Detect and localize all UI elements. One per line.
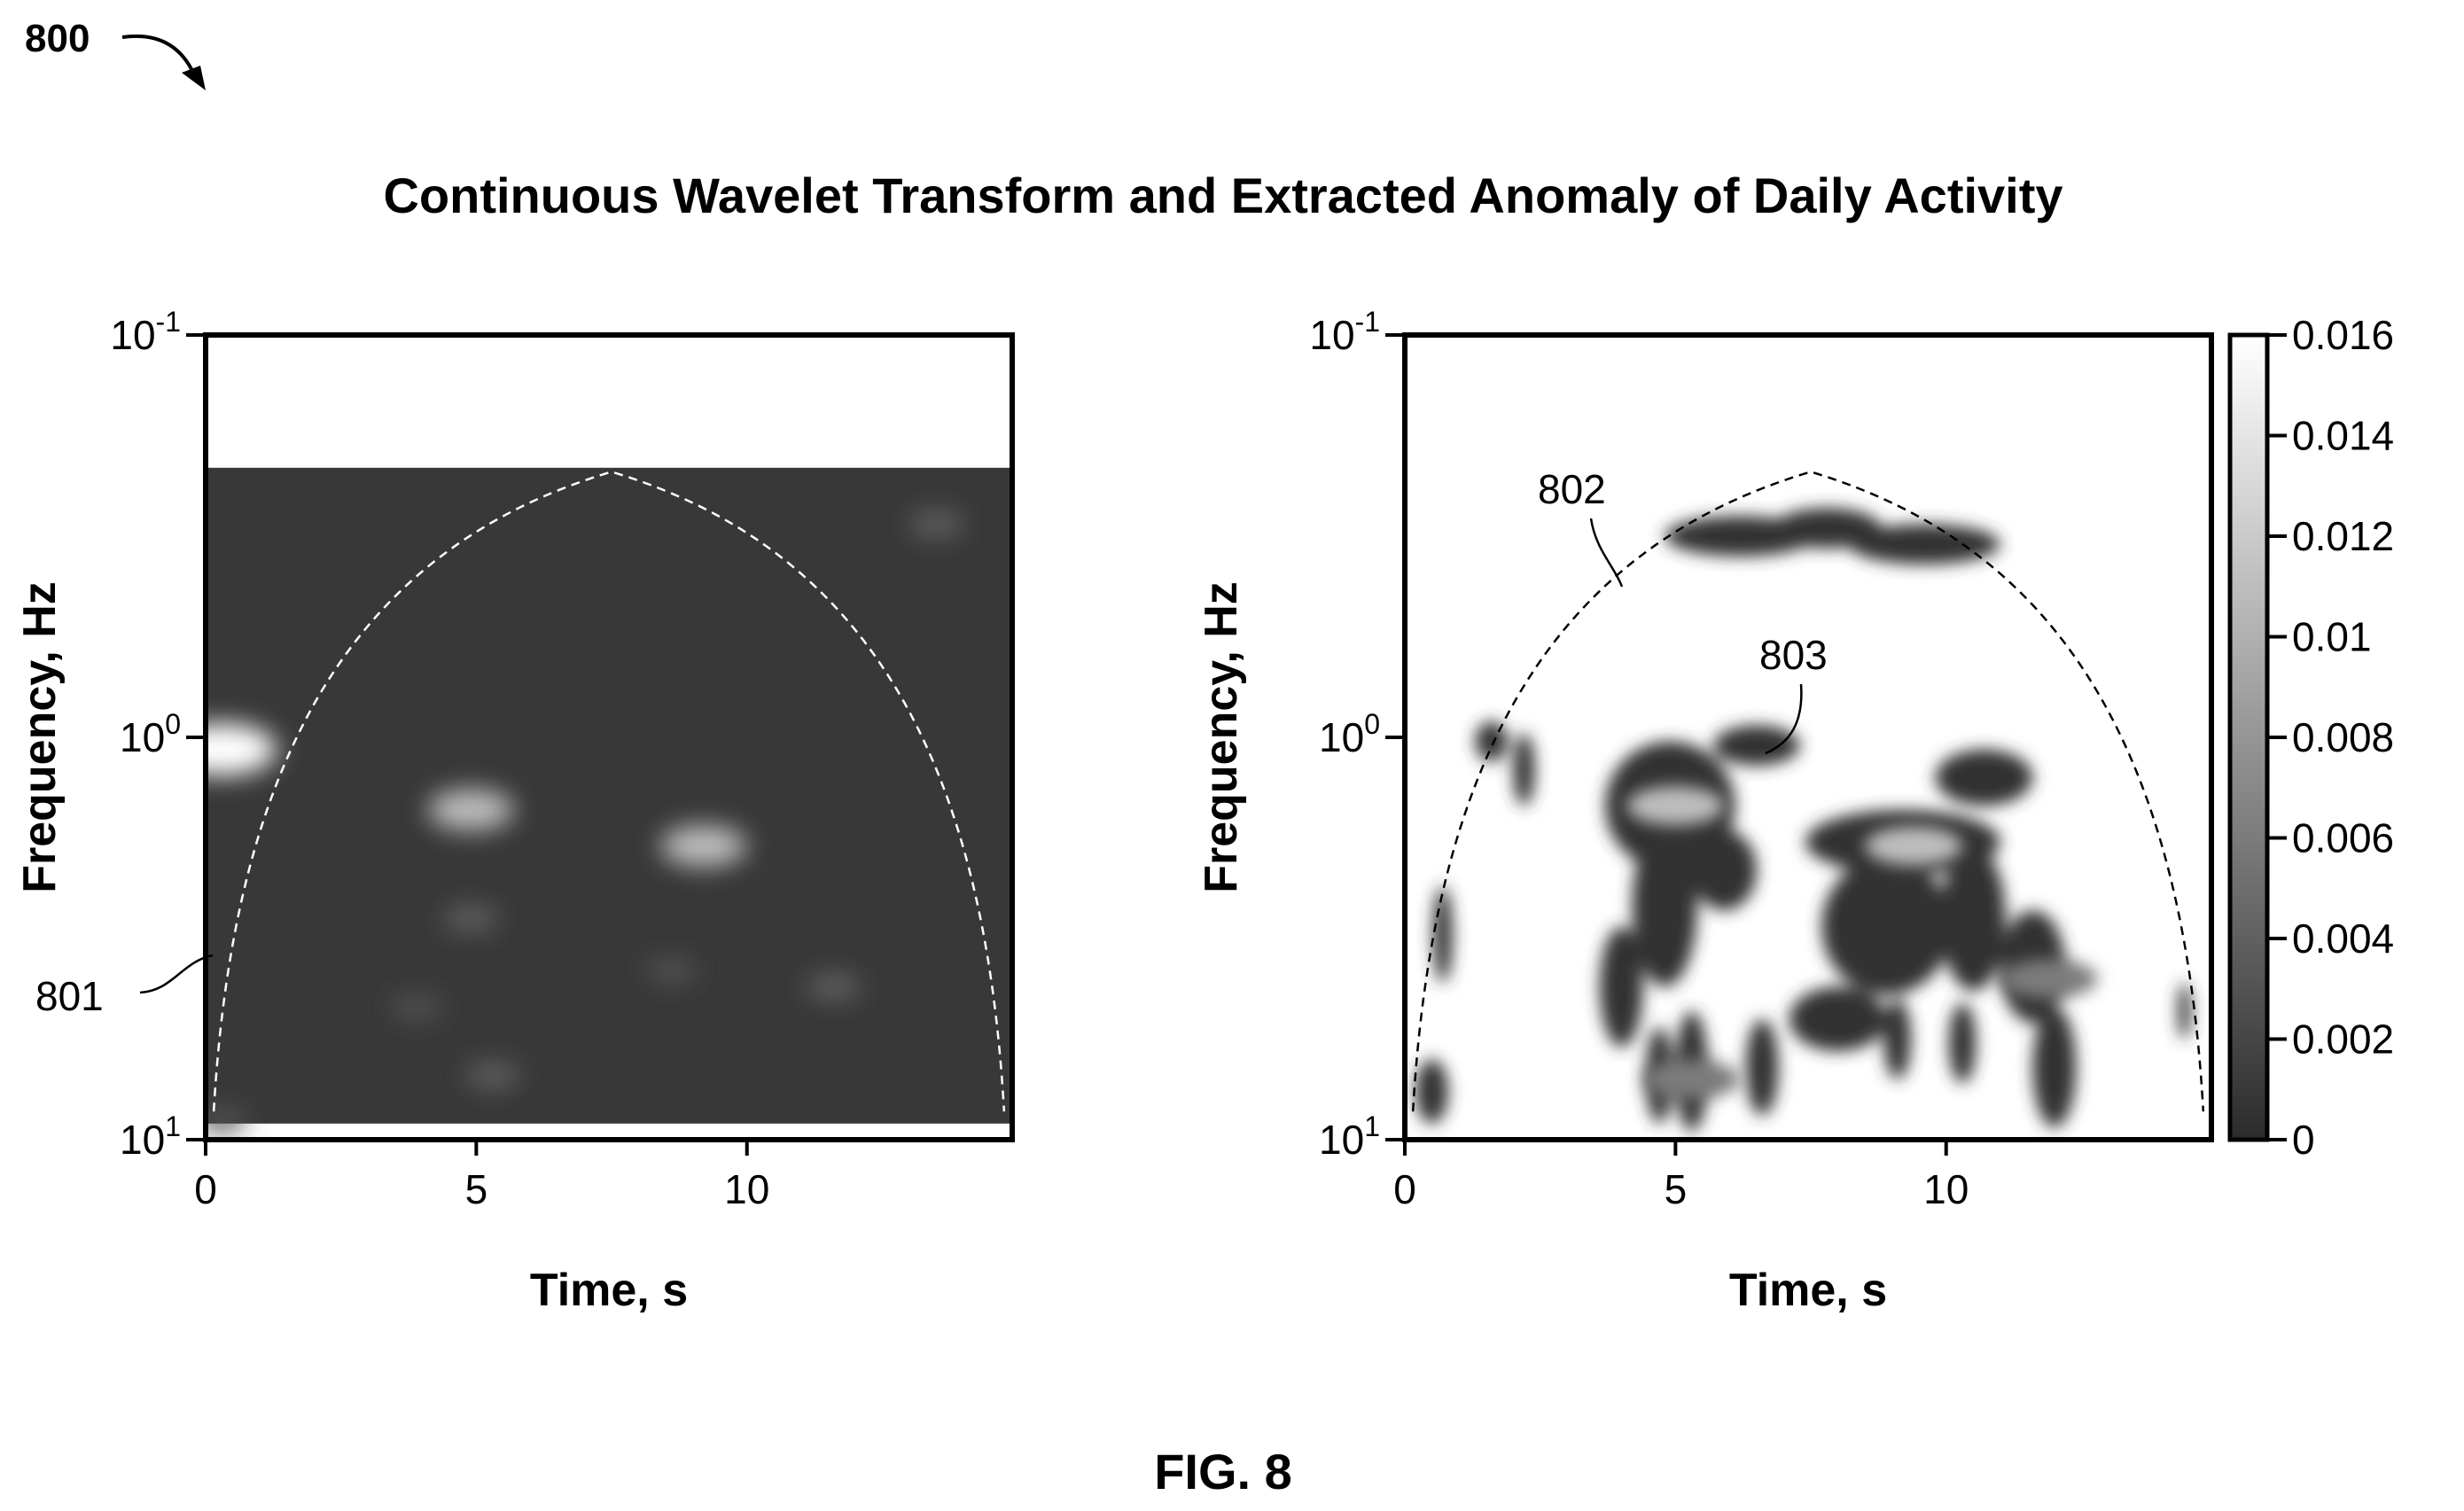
right-anomaly-region — [1713, 725, 1800, 766]
colorbar-tick-label: 0.012 — [2292, 513, 2394, 559]
left-heatmap-blob — [908, 510, 964, 538]
left-heatmap-blob — [464, 1062, 520, 1089]
left-heatmap-blob — [645, 958, 697, 983]
figure-title: Continuous Wavelet Transform and Extract… — [383, 167, 2062, 223]
right-bright-core — [1642, 1059, 1741, 1099]
annotation-801-label: 801 — [35, 973, 104, 1019]
figure-caption: FIG. 8 — [1154, 1444, 1292, 1499]
colorbar-gradient — [2230, 335, 2267, 1140]
figure-ref-number: 800 — [25, 17, 90, 60]
right-x-tick-label: 0 — [1393, 1166, 1416, 1212]
left-y-tick-label: 100 — [120, 708, 181, 760]
right-anomaly-region — [1513, 733, 1535, 806]
left-heatmap-blob — [443, 905, 499, 932]
right-y-tick-label: 100 — [1319, 708, 1380, 760]
right-x-tick-label: 10 — [1923, 1166, 1969, 1212]
right-bright-core — [2000, 959, 2098, 999]
left-heatmap-blobs — [206, 510, 964, 1132]
left-heatmap-blob — [427, 789, 514, 830]
annotation-803: 803 — [1759, 632, 1828, 755]
right-anomaly-region — [1599, 926, 1643, 1048]
colorbar-tick-label: 0.014 — [2292, 413, 2394, 459]
left-heatmap-blob — [206, 1107, 247, 1132]
left-data-region — [206, 467, 1012, 1124]
right-xlabel: Time, s — [1729, 1265, 1887, 1316]
right-y-tick-label: 10-1 — [1309, 306, 1380, 358]
right-anomaly-region — [1948, 1002, 1977, 1084]
left-heatmap-blob — [660, 825, 747, 867]
right-anomaly-region — [1821, 858, 1952, 995]
right-bright-core — [1865, 826, 1963, 866]
left-x-tick-label: 5 — [465, 1166, 488, 1212]
left-heatmap-blob — [806, 973, 862, 1001]
left-x-tick-label: 0 — [194, 1166, 217, 1212]
left-heatmap-blob — [391, 994, 442, 1019]
right-y-tick-label: 101 — [1319, 1110, 1380, 1163]
right-x-tick-label: 5 — [1665, 1166, 1688, 1212]
annotation-803-label: 803 — [1759, 632, 1828, 678]
right-anomaly-region — [1475, 720, 1509, 762]
left-axis-ticks: 0 5 10 10-1 100 101 — [110, 306, 769, 1212]
left-xlabel: Time, s — [530, 1265, 688, 1316]
left-ylabel: Frequency, Hz — [14, 581, 66, 893]
left-heatmap-panel: 0 5 10 10-1 100 101 Time, s Frequency, Hz 801 — [14, 306, 1015, 1316]
right-anomaly-region — [2178, 982, 2191, 1040]
right-anomaly-region — [1415, 1059, 1448, 1124]
figure-ref-arrow — [121, 34, 206, 90]
left-y-tick-label: 101 — [120, 1110, 181, 1163]
colorbar-tick-label: 0.008 — [2292, 714, 2394, 760]
colorbar-tick-label: 0.004 — [2292, 915, 2394, 962]
right-cone-of-influence — [1411, 471, 2205, 1112]
right-anomaly-region — [1935, 749, 2033, 806]
right-anomaly-region — [1789, 986, 1887, 1052]
right-bright-cores — [1626, 786, 2098, 1099]
right-anomaly-panel: 0 5 10 10-1 100 101 Time, s Frequency, Hz 802… — [1196, 306, 2394, 1316]
colorbar-tick-label: 0 — [2292, 1117, 2315, 1163]
colorbar-tick-label: 0.01 — [2292, 614, 2372, 660]
right-anomaly-region — [1940, 845, 2006, 992]
colorbar: 0.016 0.014 0.012 0.01 0.008 0.006 0.004 0.002 0 — [2227, 312, 2394, 1163]
right-anomaly-region — [1632, 825, 1697, 987]
annotation-802-label: 802 — [1538, 466, 1606, 512]
right-anomaly-region — [1848, 524, 2000, 565]
right-axis-ticks: 0 5 10 10-1 100 101 — [1309, 306, 1969, 1212]
annotation-801: 801 — [35, 954, 214, 1019]
left-y-tick-label: 10-1 — [110, 306, 181, 358]
right-anomaly-region — [1745, 1018, 1779, 1116]
colorbar-ticks: 0.016 0.014 0.012 0.01 0.008 0.006 0.004 0.002 0 — [2267, 312, 2394, 1163]
right-anomaly-region — [2032, 1007, 2077, 1128]
right-bright-core — [1626, 786, 1725, 826]
colorbar-tick-label: 0.002 — [2292, 1016, 2394, 1063]
right-ylabel: Frequency, Hz — [1196, 581, 1247, 893]
colorbar-tick-label: 0.006 — [2292, 815, 2394, 861]
left-cone-of-influence — [212, 471, 1006, 1112]
right-anomaly-region — [1691, 829, 1757, 911]
annotation-802: 802 — [1538, 466, 1624, 588]
right-anomaly-region — [1883, 999, 1912, 1079]
left-heatmap-blob — [206, 723, 277, 775]
left-x-tick-label: 10 — [724, 1166, 769, 1212]
right-anomaly-region — [1432, 885, 1453, 983]
colorbar-tick-label: 0.016 — [2292, 312, 2394, 358]
